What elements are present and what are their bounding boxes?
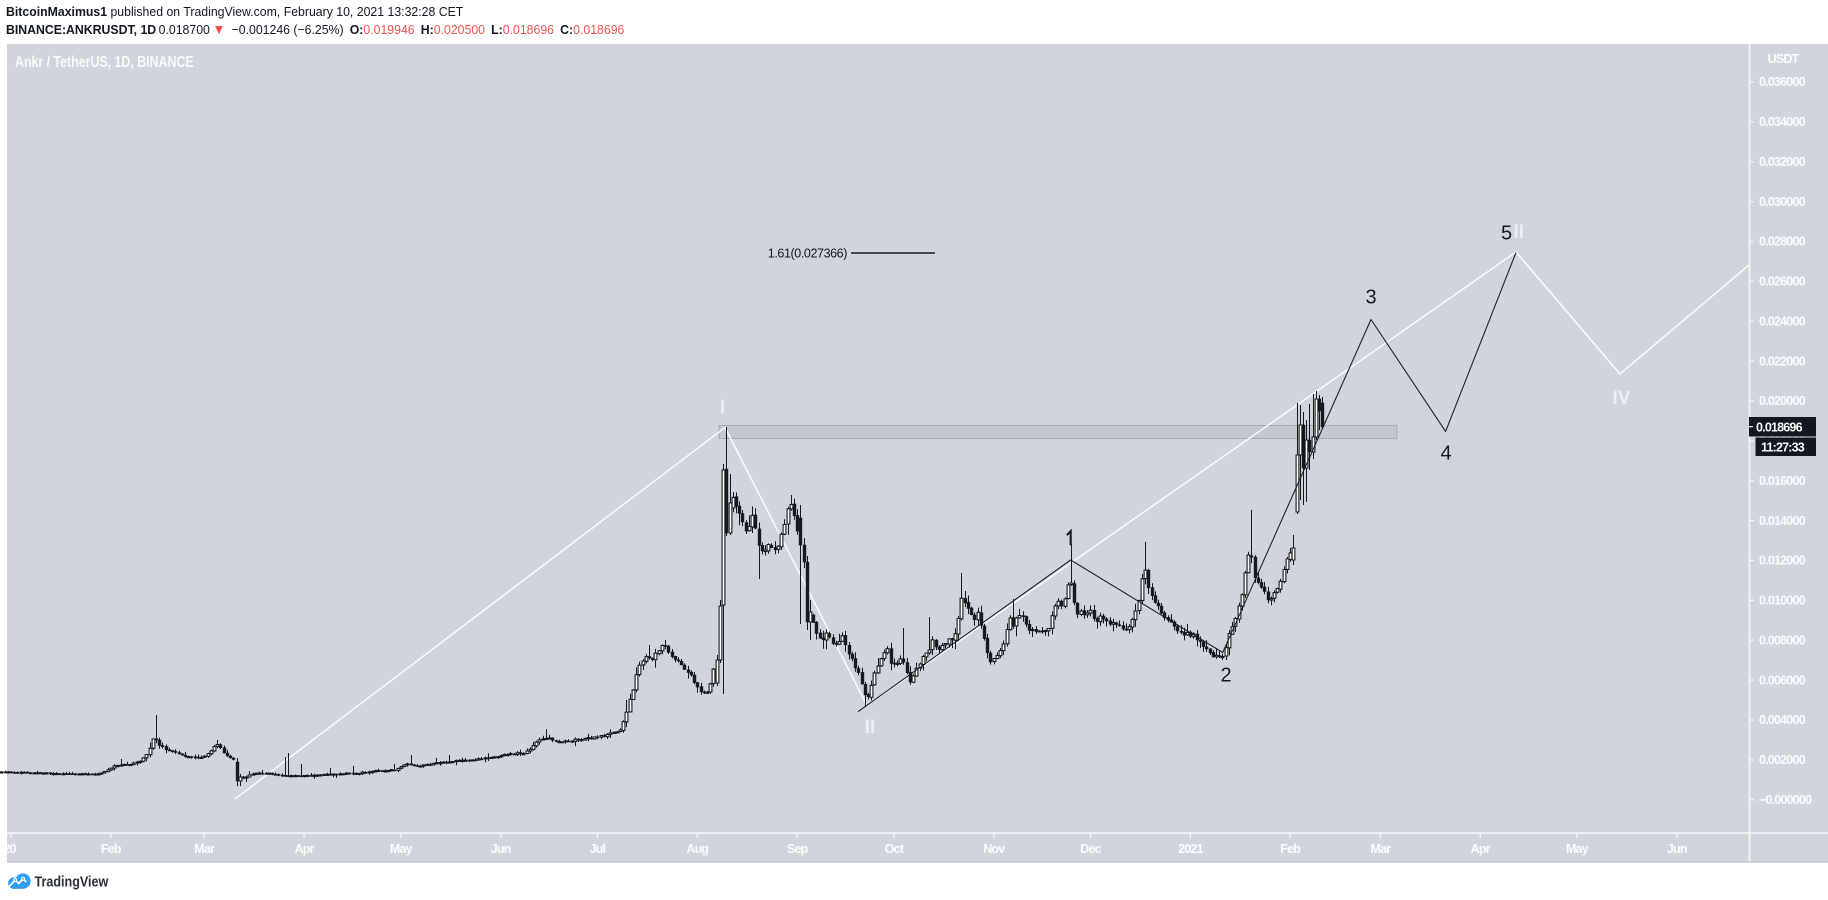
svg-text:−0.000000: −0.000000	[1759, 793, 1812, 807]
svg-text:0.022000: 0.022000	[1759, 354, 1806, 368]
svg-text:0.028000: 0.028000	[1759, 235, 1806, 249]
svg-text:4: 4	[1440, 443, 1451, 465]
svg-text:TradingView: TradingView	[35, 874, 109, 890]
svg-text:May: May	[390, 842, 413, 856]
svg-text:0.014000: 0.014000	[1759, 514, 1806, 528]
svg-text:Aug: Aug	[686, 842, 708, 856]
svg-text:0.030000: 0.030000	[1759, 195, 1806, 209]
svg-text:Jul: Jul	[590, 842, 606, 856]
svg-text:Nov: Nov	[983, 842, 1005, 856]
svg-text:IV: IV	[1613, 388, 1631, 409]
svg-text:I: I	[720, 397, 725, 418]
svg-text:0.020000: 0.020000	[1759, 394, 1806, 408]
svg-text:0.018696: 0.018696	[1756, 421, 1803, 435]
svg-text:II: II	[865, 717, 876, 738]
svg-text:0.016000: 0.016000	[1759, 474, 1806, 488]
svg-text:0.024000: 0.024000	[1759, 315, 1806, 329]
svg-text:0.008000: 0.008000	[1759, 633, 1806, 647]
svg-text:0.006000: 0.006000	[1759, 673, 1806, 687]
svg-text:Apr: Apr	[295, 842, 315, 856]
svg-text:0.012000: 0.012000	[1759, 554, 1806, 568]
svg-text:Jun: Jun	[491, 842, 511, 856]
svg-text:Sep: Sep	[787, 842, 809, 856]
svg-text:USDT: USDT	[1768, 52, 1800, 66]
svg-text:Apr: Apr	[1471, 842, 1491, 856]
svg-text:3: 3	[1365, 287, 1376, 309]
svg-text:Jun: Jun	[1667, 842, 1687, 856]
svg-text:11:27:33: 11:27:33	[1761, 441, 1805, 455]
svg-text:0.004000: 0.004000	[1759, 713, 1806, 727]
svg-text:2: 2	[1220, 665, 1231, 687]
svg-text:0.002000: 0.002000	[1759, 753, 1806, 767]
svg-text:0.032000: 0.032000	[1759, 155, 1806, 169]
svg-text:0.026000: 0.026000	[1759, 275, 1806, 289]
svg-text:Ankr / TetherUS, 1D, BINANCE: Ankr / TetherUS, 1D, BINANCE	[15, 53, 194, 71]
svg-text:II: II	[1514, 222, 1525, 243]
svg-text:0.010000: 0.010000	[1759, 594, 1806, 608]
svg-text:Feb: Feb	[1280, 842, 1301, 856]
svg-text:Mar: Mar	[194, 842, 215, 856]
svg-text:5: 5	[1501, 223, 1512, 245]
svg-text:0.036000: 0.036000	[1759, 75, 1806, 89]
svg-text:2021: 2021	[1178, 842, 1203, 856]
svg-text:May: May	[1566, 842, 1589, 856]
svg-text:0.034000: 0.034000	[1759, 115, 1806, 129]
svg-text:'20: '20	[1, 842, 16, 856]
svg-text:Feb: Feb	[101, 842, 122, 856]
svg-text:Dec: Dec	[1080, 842, 1101, 856]
svg-text:Mar: Mar	[1370, 842, 1391, 856]
svg-text:Oct: Oct	[885, 842, 905, 856]
svg-text:1.61(0.027366): 1.61(0.027366)	[768, 247, 847, 261]
